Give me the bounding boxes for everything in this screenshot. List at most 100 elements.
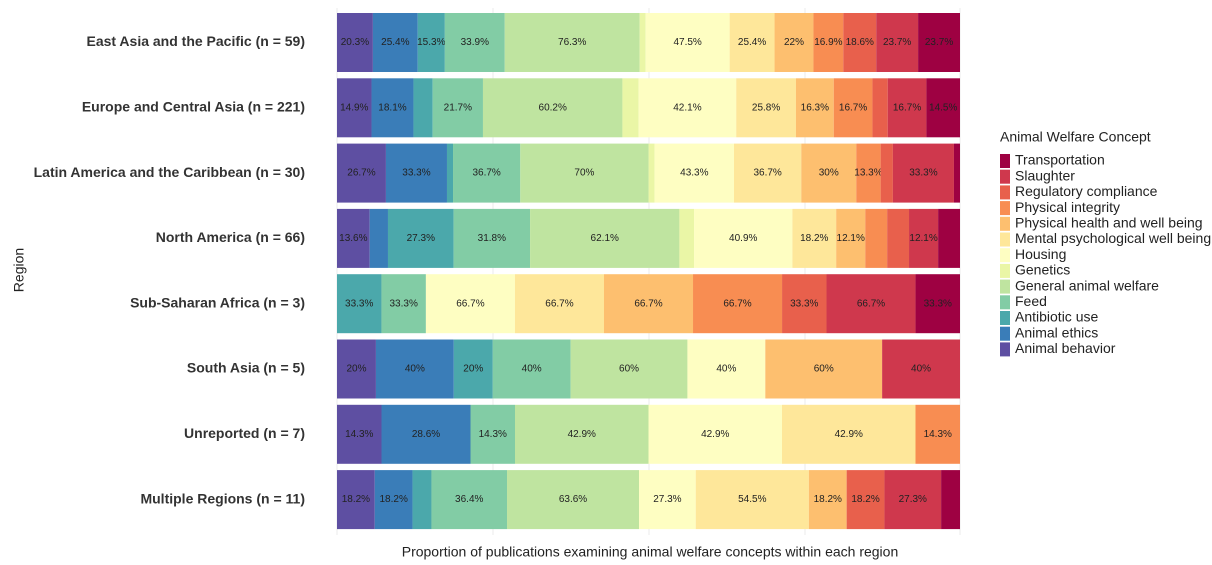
bar-segment xyxy=(876,13,919,72)
bar-segment xyxy=(446,143,454,203)
data-label: 33.3% xyxy=(909,168,937,179)
bar-segment xyxy=(887,208,910,268)
legend-swatch xyxy=(1000,201,1010,216)
data-label: 18.1% xyxy=(378,102,406,113)
legend-swatch xyxy=(1000,279,1010,294)
bar-segment xyxy=(880,143,893,203)
legend-title: Animal Welfare Concept xyxy=(1000,129,1151,145)
bar-segment xyxy=(337,13,373,72)
bar-segment xyxy=(872,78,888,138)
data-label: 18.6% xyxy=(846,37,874,48)
data-label: 18.2% xyxy=(800,233,828,244)
bar-segment xyxy=(337,78,372,138)
data-label: 13.6% xyxy=(339,233,367,244)
data-label: 31.8% xyxy=(478,233,506,244)
bar-segment xyxy=(530,208,680,268)
y-tick-label: Multiple Regions (n = 11) xyxy=(140,490,305,506)
data-label: 23.7% xyxy=(925,37,953,48)
legend-swatch xyxy=(1000,263,1010,278)
bar-segment xyxy=(882,339,960,399)
bar-segment xyxy=(792,208,837,268)
bar-segment xyxy=(444,13,505,72)
data-label: 36.7% xyxy=(753,168,781,179)
legend-swatch xyxy=(1000,216,1010,231)
bar-segment xyxy=(374,470,413,530)
data-label: 18.2% xyxy=(379,494,407,505)
data-label: 27.3% xyxy=(653,494,681,505)
legend-label: Regulatory compliance xyxy=(1015,183,1158,199)
bar-segment xyxy=(337,470,375,530)
data-label: 33.9% xyxy=(461,37,489,48)
data-label: 33.3% xyxy=(389,298,417,309)
bar-segment xyxy=(865,208,888,268)
legend-label: Animal ethics xyxy=(1015,324,1098,340)
data-label: 14.9% xyxy=(340,102,368,113)
data-label: 33.3% xyxy=(345,298,373,309)
bar-segment xyxy=(507,470,640,530)
bar-segment xyxy=(915,274,960,334)
legend-label: Animal behavior xyxy=(1015,340,1116,356)
legend-label: Feed xyxy=(1015,293,1047,309)
data-label: 14.3% xyxy=(924,429,952,440)
legend-label: Antibiotic use xyxy=(1015,309,1098,325)
data-label: 43.3% xyxy=(680,168,708,179)
bar-segment xyxy=(846,470,885,530)
bar-segment xyxy=(337,208,370,268)
legend-label: Genetics xyxy=(1015,262,1070,278)
bar-segment xyxy=(622,78,639,138)
bar-segment xyxy=(734,143,802,203)
bar-segment xyxy=(570,339,688,399)
bar-segment xyxy=(639,13,646,72)
bar-segment xyxy=(915,404,960,464)
bar-segment xyxy=(648,404,782,464)
bar-segment xyxy=(470,404,515,464)
data-label: 36.4% xyxy=(455,494,483,505)
bar-segment xyxy=(482,78,623,138)
y-axis-title: Region xyxy=(11,248,27,292)
bar-segment xyxy=(782,404,916,464)
data-label: 13.3% xyxy=(854,168,882,179)
bar-segment xyxy=(843,13,877,72)
legend-label: General animal welfare xyxy=(1015,277,1159,293)
data-label: 40% xyxy=(522,364,542,375)
data-label: 40.9% xyxy=(729,233,757,244)
data-label: 62.1% xyxy=(591,233,619,244)
y-tick-label: North America (n = 66) xyxy=(156,229,305,245)
data-label: 70% xyxy=(574,168,594,179)
data-label: 12.1% xyxy=(909,233,937,244)
data-label: 18.2% xyxy=(342,494,370,505)
legend-swatch xyxy=(1000,154,1010,168)
legend-label: Physical health and well being xyxy=(1015,215,1203,231)
data-label: 47.5% xyxy=(673,37,701,48)
bar-segment xyxy=(432,78,483,138)
data-label: 33.3% xyxy=(402,168,430,179)
bar-segment xyxy=(515,404,649,464)
bar-segment xyxy=(679,208,695,268)
data-label: 30% xyxy=(819,168,839,179)
bar-segment xyxy=(453,208,531,268)
bar-segment xyxy=(412,470,432,530)
data-label: 16.7% xyxy=(893,102,921,113)
data-label: 18.2% xyxy=(851,494,879,505)
y-tick-label: Sub-Saharan Africa (n = 3) xyxy=(130,294,305,310)
data-label: 36.7% xyxy=(472,168,500,179)
bar-segment xyxy=(693,274,783,334)
legend-label: Transportation xyxy=(1015,152,1105,168)
data-label: 18.2% xyxy=(814,494,842,505)
bar-segment xyxy=(833,78,873,138)
legend-swatch xyxy=(1000,169,1010,184)
bar-segment xyxy=(953,143,960,203)
bar-segment xyxy=(694,208,793,268)
data-label: 16.9% xyxy=(814,37,842,48)
bar-segment xyxy=(431,470,508,530)
x-axis-title: Proportion of publications examining ani… xyxy=(402,544,899,560)
bar-segment xyxy=(638,78,737,138)
data-label: 40% xyxy=(911,364,931,375)
bar-segment xyxy=(639,470,696,530)
data-label: 21.7% xyxy=(444,102,472,113)
data-label: 54.5% xyxy=(738,494,766,505)
data-label: 25.8% xyxy=(752,102,780,113)
data-label: 27.3% xyxy=(899,494,927,505)
data-label: 76.3% xyxy=(558,37,586,48)
bar-segment xyxy=(375,339,454,399)
